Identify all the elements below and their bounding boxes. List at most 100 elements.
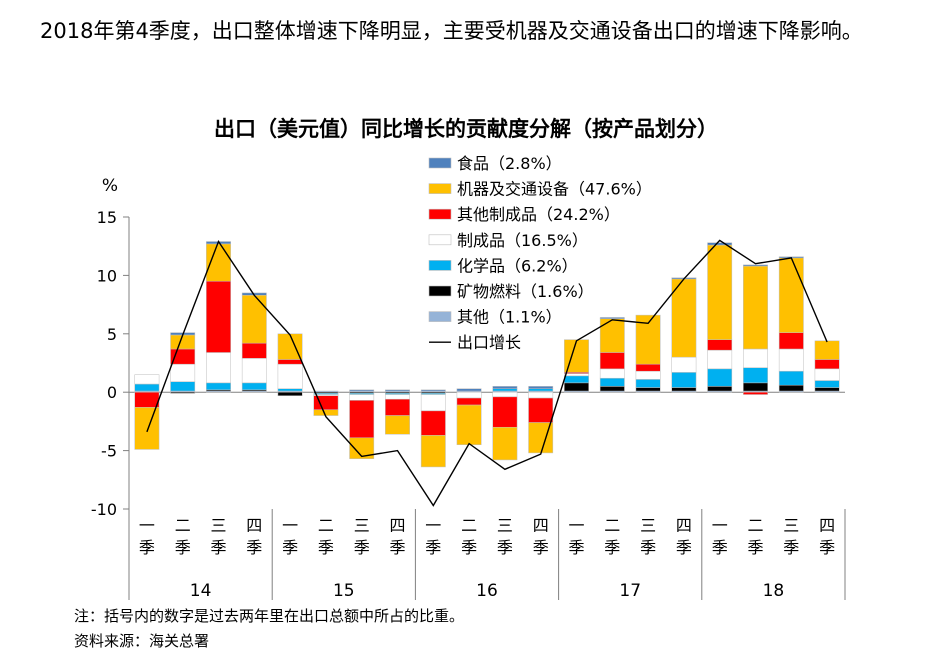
bar-segment (241, 382, 267, 391)
bar-segment (743, 264, 768, 267)
bar-segment (707, 349, 733, 370)
bar-segment (313, 409, 339, 416)
footnote-note: 注：括号内的数字是过去两年里在出口总额中所占的比重。 (74, 607, 465, 625)
bar-segment (635, 379, 661, 388)
bar-segment (170, 334, 196, 350)
bar-segment (743, 382, 768, 392)
bar-segment (492, 426, 518, 461)
bar-segment (277, 363, 303, 389)
x-tick-label: 一季 (712, 516, 728, 557)
bar-segment (241, 295, 267, 344)
x-tick-label: 三季 (497, 516, 513, 557)
bar-segment (707, 339, 733, 351)
bar-segment (778, 384, 804, 392)
bar-segment (814, 368, 840, 381)
y-tick-label: 15 (97, 208, 117, 227)
x-tick-label: 二季 (175, 516, 191, 557)
x-tick-label: 二季 (604, 516, 620, 557)
bar-segment (743, 348, 768, 368)
bar-segment (528, 388, 554, 392)
bar-segment (599, 386, 625, 392)
x-tick-label: 三季 (783, 516, 799, 557)
legend-swatch (428, 183, 452, 194)
bar-segment (206, 352, 231, 384)
bar-segment (599, 318, 625, 353)
bar-segment (778, 348, 804, 372)
chart-title: 出口（美元值）同比增长的贡献度分解（按产品划分） (214, 117, 718, 141)
bar-segment (420, 389, 446, 392)
export-growth-line (146, 239, 828, 507)
bar-segment (707, 242, 733, 246)
legend-label: 其他制成品（24.2%） (457, 205, 620, 224)
bar-segment (170, 391, 196, 394)
bar-segment (778, 257, 804, 333)
bar-segment (385, 398, 410, 416)
bar-segment (206, 382, 231, 391)
year-label: 17 (619, 581, 641, 601)
bar-segment (671, 387, 697, 392)
bar-segment (743, 391, 768, 395)
bar-segment (778, 370, 804, 386)
bar-segment (420, 410, 446, 436)
bar-segment (492, 391, 518, 398)
bar-segment (349, 389, 375, 392)
bar-segment (170, 363, 196, 382)
bar-segment (277, 359, 303, 365)
bar-segment (385, 394, 410, 400)
legend-label: 化学品（6.2%） (457, 256, 578, 275)
bar-segment (492, 386, 518, 389)
bar-segment (743, 367, 768, 384)
x-tick-label: 三季 (354, 516, 370, 557)
bar-segment (635, 363, 661, 372)
y-tick-label: 5 (107, 325, 117, 344)
bar-segment (349, 400, 375, 439)
year-label: 18 (763, 581, 785, 601)
bar-segment (707, 368, 733, 387)
x-tick-label: 二季 (318, 516, 334, 557)
bar-segment (420, 435, 446, 468)
bar-segment (134, 374, 160, 385)
footnote-source: 资料来源：海关总署 (74, 632, 210, 650)
bar-segment (241, 342, 267, 359)
bar-segment (564, 382, 589, 392)
year-label: 15 (333, 581, 355, 601)
bar-segment (349, 437, 375, 460)
footnote: 注：括号内的数字是过去两年里在出口总额中所占的比重。 资料来源：海关总署 (74, 604, 464, 654)
bar-segment (814, 380, 840, 388)
year-label: 14 (190, 581, 212, 601)
legend-swatch (428, 285, 452, 297)
bar-segment (671, 372, 697, 388)
bar-segment (564, 375, 589, 384)
bar-segment (635, 387, 661, 392)
bar-segment (134, 391, 160, 408)
bar-segment (671, 356, 697, 373)
bar-segment (492, 388, 518, 392)
x-tick-label: 四季 (676, 516, 692, 557)
x-tick-label: 四季 (533, 516, 549, 557)
bar-segment (814, 340, 840, 360)
legend-swatch (428, 208, 452, 220)
bar-segment (277, 388, 303, 392)
bar-segment (492, 396, 518, 428)
bar-segment (456, 397, 482, 406)
bar-segment (814, 359, 840, 370)
legend-label: 矿物燃料（1.6%） (457, 282, 594, 301)
bar-segment (635, 370, 661, 380)
legend-label: 机器及交通设备（47.6%） (457, 180, 652, 199)
x-tick-label: 二季 (747, 516, 763, 557)
bar-segment (170, 381, 196, 392)
x-tick-label: 四季 (246, 516, 262, 557)
bar-segment (528, 397, 554, 423)
x-tick-label: 三季 (210, 516, 226, 557)
bar-segment (206, 280, 231, 353)
legend-swatch (428, 234, 452, 246)
bar-segment (599, 377, 625, 387)
bar-segment (814, 387, 840, 392)
bar-segment (385, 415, 410, 435)
bar-segment (564, 373, 589, 377)
year-label: 16 (476, 581, 498, 601)
legend-label: 制成品（16.5%） (457, 231, 588, 250)
bar-segment (599, 317, 625, 319)
x-tick-label: 二季 (461, 516, 477, 557)
